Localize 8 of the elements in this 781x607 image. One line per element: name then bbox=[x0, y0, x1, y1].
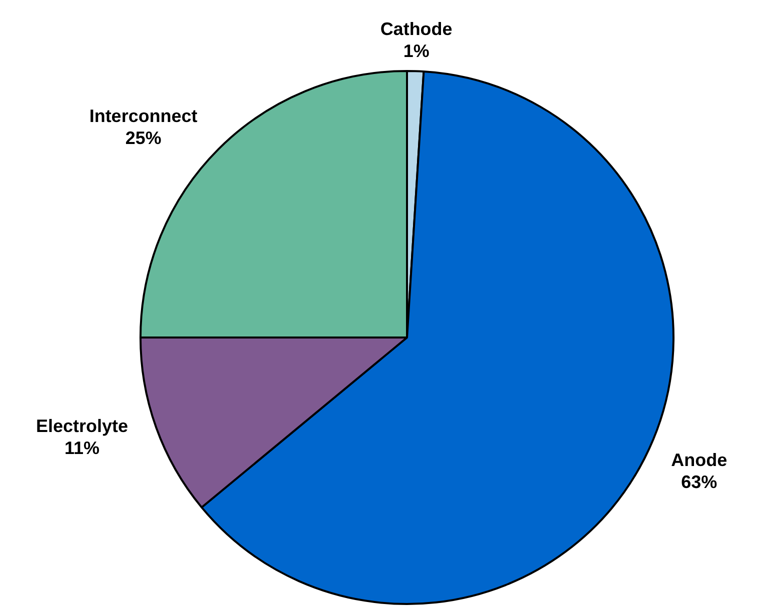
data-label: 1% bbox=[403, 41, 430, 62]
slice-label: Cathode bbox=[380, 19, 452, 40]
data-label: 11% bbox=[64, 438, 100, 458]
data-label: 25% bbox=[125, 128, 162, 148]
slice-label: Electrolyte bbox=[36, 416, 128, 436]
slice-label: Interconnect bbox=[89, 106, 198, 126]
data-label: 63% bbox=[681, 472, 718, 492]
slice-label: Anode bbox=[671, 450, 728, 470]
